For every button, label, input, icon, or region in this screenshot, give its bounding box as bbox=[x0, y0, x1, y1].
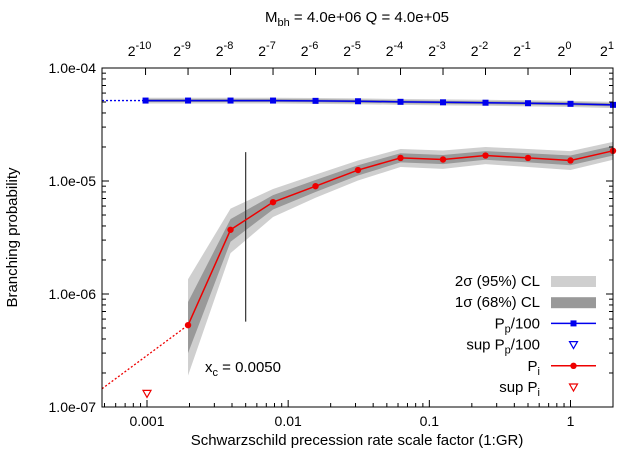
legend-triangle-marker bbox=[568, 383, 579, 393]
y-tick-label: 1.0e-07 bbox=[49, 399, 97, 415]
pp-point bbox=[525, 100, 532, 107]
sup-pi-point bbox=[141, 389, 153, 399]
legend-label: sup Pp/100 bbox=[466, 337, 540, 357]
top-tick-label: 2-8 bbox=[216, 40, 234, 59]
title-m: M bbox=[265, 9, 278, 26]
legend-label: 1σ (68%) CL bbox=[455, 294, 540, 311]
legend-circle-marker bbox=[570, 362, 577, 369]
pi-point bbox=[269, 198, 277, 206]
band-sigma2-series-1 bbox=[188, 141, 613, 376]
chart-title: Mbh = 4.0e+06 Q = 4.0e+05 bbox=[265, 9, 449, 29]
band-sigma1-series-1 bbox=[188, 146, 613, 354]
top-tick-label: 2-10 bbox=[128, 40, 152, 59]
pp-point bbox=[567, 100, 574, 107]
x-axis-label: Schwarzschild precession rate scale fact… bbox=[191, 432, 524, 449]
axis-ticks: 0.001 0.01 0.1 1 1.0e-07 1.0e-06 1.0e-05 1.0e-0… bbox=[49, 40, 614, 429]
pi-extrapolation-line bbox=[101, 324, 189, 390]
top-tick-label: 20 bbox=[558, 40, 572, 59]
x-tick-label: 0.01 bbox=[275, 413, 302, 429]
y-tick-label: 1.0e-06 bbox=[49, 286, 97, 302]
pi-point bbox=[184, 321, 192, 329]
pp-point bbox=[142, 97, 149, 104]
pp-point bbox=[312, 97, 319, 104]
top-tick-label: 2-6 bbox=[301, 40, 319, 59]
pi-point bbox=[397, 154, 404, 162]
legend-band-swatch bbox=[551, 276, 596, 287]
annotation-x: x bbox=[205, 359, 213, 376]
pi-point bbox=[524, 154, 532, 162]
pi-point bbox=[354, 166, 362, 174]
y-axis-label: Branching probability bbox=[4, 167, 21, 308]
top-tick-label: 2-3 bbox=[428, 40, 446, 59]
xc-annotation: xc = 0.0050 bbox=[205, 359, 281, 379]
top-tick-label: 2-2 bbox=[471, 40, 489, 59]
top-tick-label: 2-7 bbox=[258, 40, 276, 59]
legend-label: Pp/100 bbox=[495, 315, 540, 335]
legend-label: Pi bbox=[528, 358, 540, 378]
series-line-1 bbox=[187, 150, 614, 326]
pi-point bbox=[482, 152, 489, 159]
y-tick-label: 1.0e-05 bbox=[49, 173, 97, 189]
legend-square-marker bbox=[570, 320, 577, 327]
pp-point bbox=[185, 97, 192, 104]
pi-point bbox=[227, 226, 234, 233]
confidence-bands bbox=[145, 97, 613, 376]
top-tick-label: 21 bbox=[600, 40, 614, 59]
top-tick-label: 2-5 bbox=[343, 40, 361, 59]
pp-point bbox=[355, 98, 362, 105]
top-tick-label: 2-1 bbox=[513, 40, 531, 59]
y-tick-label: 1.0e-04 bbox=[49, 60, 97, 76]
legend-label: sup Pi bbox=[499, 379, 540, 399]
pi-point bbox=[439, 156, 447, 163]
x-tick-label: 1 bbox=[567, 413, 575, 429]
top-tick-label: 2-9 bbox=[173, 40, 191, 59]
x-tick-label: 0.001 bbox=[129, 413, 164, 429]
series-line-0 bbox=[145, 99, 614, 106]
pp-point bbox=[270, 97, 277, 104]
series-markers bbox=[141, 97, 617, 399]
pp-point bbox=[397, 98, 404, 105]
pp-point bbox=[227, 97, 234, 104]
legend-band-swatch bbox=[551, 297, 596, 309]
pp-point bbox=[482, 99, 489, 106]
top-tick-label: 2-4 bbox=[386, 40, 404, 59]
legend-triangle-marker bbox=[568, 341, 579, 350]
title-subscript: bh bbox=[277, 17, 289, 29]
title-rest: = 4.0e+06 Q = 4.0e+05 bbox=[290, 9, 449, 26]
pp-point bbox=[440, 99, 447, 106]
pi-point bbox=[312, 182, 319, 190]
legend-label: 2σ (95%) CL bbox=[455, 273, 540, 290]
pi-point bbox=[567, 157, 574, 164]
annotation-value: = 0.0050 bbox=[218, 359, 281, 376]
x-tick-label: 0.1 bbox=[420, 413, 440, 429]
annotation-subscript: c bbox=[213, 367, 219, 379]
plot-frame bbox=[101, 67, 614, 408]
